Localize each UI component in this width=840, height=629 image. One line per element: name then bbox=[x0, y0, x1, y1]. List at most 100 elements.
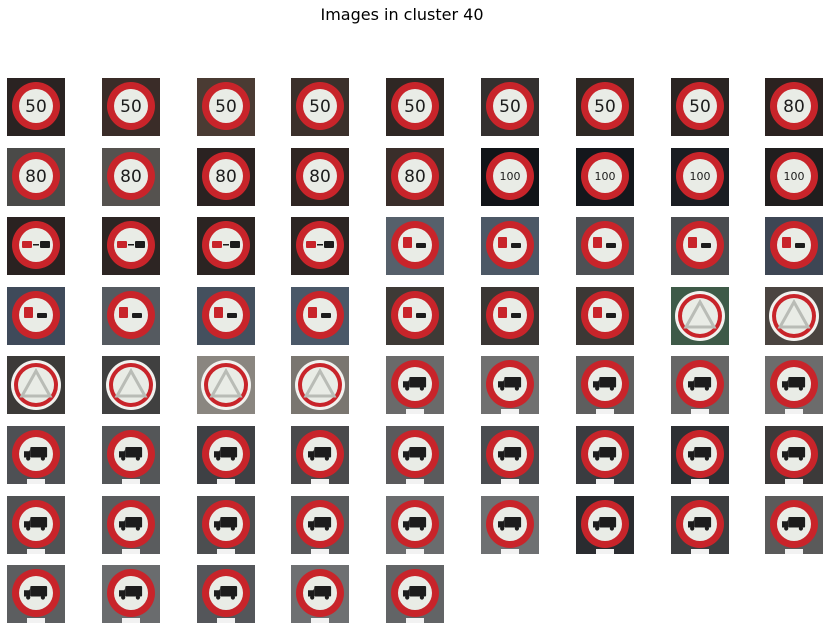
sign-number-label: 100 bbox=[784, 170, 805, 183]
sign-thumbnail: 80 bbox=[765, 78, 824, 136]
traffic-sign-icon bbox=[296, 499, 345, 554]
sign-thumbnail bbox=[575, 495, 634, 554]
traffic-sign-icon bbox=[11, 360, 61, 411]
sign-thumbnail bbox=[575, 356, 634, 415]
traffic-sign-icon bbox=[201, 290, 250, 339]
traffic-sign-icon bbox=[770, 221, 819, 270]
traffic-sign-icon bbox=[391, 290, 440, 339]
sign-number-label: 80 bbox=[310, 167, 332, 187]
figure-title: Images in cluster 40 bbox=[320, 5, 484, 24]
sign-thumbnail bbox=[670, 217, 729, 276]
sign-number-label: 50 bbox=[120, 97, 142, 117]
sign-number-label: 80 bbox=[215, 167, 237, 187]
sign-thumbnail bbox=[101, 356, 160, 415]
traffic-sign-icon: 80 bbox=[12, 151, 60, 200]
sign-thumbnail: 80 bbox=[386, 147, 445, 206]
traffic-sign-icon: 50 bbox=[391, 82, 440, 130]
traffic-sign-icon bbox=[105, 360, 156, 411]
sign-thumbnail bbox=[7, 495, 65, 554]
sign-thumbnail bbox=[575, 426, 634, 484]
sign-thumbnail bbox=[670, 286, 729, 345]
traffic-sign-icon: 80 bbox=[201, 151, 250, 200]
sign-thumbnail bbox=[481, 217, 539, 276]
sign-number-label: 50 bbox=[404, 97, 426, 117]
sign-thumbnail: 50 bbox=[670, 78, 729, 136]
sign-thumbnail: 50 bbox=[386, 78, 445, 136]
sign-thumbnail bbox=[7, 426, 65, 484]
traffic-sign-icon bbox=[486, 430, 534, 484]
sign-thumbnail: 80 bbox=[7, 147, 65, 206]
traffic-sign-icon bbox=[296, 290, 345, 339]
sign-thumbnail bbox=[670, 495, 729, 554]
sign-number-label: 50 bbox=[310, 97, 332, 117]
sign-thumbnail: 100 bbox=[575, 147, 634, 206]
traffic-sign-icon bbox=[580, 221, 629, 270]
sign-number-label: 80 bbox=[784, 97, 806, 117]
sign-thumbnail bbox=[765, 426, 824, 484]
sign-thumbnail bbox=[291, 426, 350, 484]
sign-thumbnail: 100 bbox=[670, 147, 729, 206]
sign-number-label: 50 bbox=[25, 97, 47, 117]
sign-thumbnail: 50 bbox=[481, 78, 539, 136]
traffic-sign-icon bbox=[391, 221, 440, 270]
traffic-sign-icon bbox=[769, 290, 820, 341]
traffic-sign-icon bbox=[296, 430, 345, 484]
traffic-sign-icon: 100 bbox=[580, 151, 629, 200]
traffic-sign-icon bbox=[201, 499, 250, 554]
traffic-sign-icon bbox=[12, 499, 60, 554]
sign-number-label: 100 bbox=[689, 170, 710, 183]
sign-thumbnail bbox=[670, 426, 729, 484]
sign-thumbnail bbox=[386, 356, 445, 415]
traffic-sign-icon bbox=[295, 360, 346, 411]
sign-thumbnail bbox=[291, 495, 350, 554]
sign-thumbnail bbox=[196, 565, 255, 624]
sign-thumbnail bbox=[101, 286, 160, 345]
traffic-sign-icon bbox=[391, 360, 440, 415]
traffic-sign-icon: 100 bbox=[675, 151, 724, 200]
traffic-sign-icon bbox=[675, 430, 724, 484]
sign-thumbnail bbox=[765, 356, 824, 415]
sign-thumbnail: 50 bbox=[7, 78, 65, 136]
sign-thumbnail bbox=[481, 495, 539, 554]
traffic-sign-icon bbox=[486, 290, 534, 339]
sign-thumbnail: 80 bbox=[101, 147, 160, 206]
traffic-sign-icon: 50 bbox=[580, 82, 629, 130]
sign-number-label: 50 bbox=[594, 97, 616, 117]
sign-thumbnail bbox=[291, 565, 350, 624]
sign-thumbnail: 80 bbox=[196, 147, 255, 206]
traffic-sign-icon bbox=[200, 360, 251, 411]
sign-thumbnail bbox=[481, 426, 539, 484]
traffic-sign-icon: 50 bbox=[12, 82, 60, 130]
traffic-sign-icon bbox=[106, 499, 155, 554]
traffic-sign-icon bbox=[770, 430, 819, 484]
sign-thumbnail bbox=[765, 286, 824, 345]
sign-thumbnail bbox=[196, 217, 255, 276]
traffic-sign-icon bbox=[391, 499, 440, 554]
sign-thumbnail bbox=[481, 286, 539, 345]
traffic-sign-icon bbox=[106, 290, 155, 339]
sign-thumbnail bbox=[7, 217, 65, 276]
sign-thumbnail bbox=[575, 217, 634, 276]
sign-thumbnail: 50 bbox=[575, 78, 634, 136]
sign-thumbnail bbox=[291, 286, 350, 345]
traffic-sign-icon bbox=[770, 360, 819, 415]
sign-thumbnail bbox=[765, 217, 824, 276]
sign-thumbnail bbox=[7, 565, 65, 624]
traffic-sign-icon: 80 bbox=[296, 151, 345, 200]
traffic-sign-icon bbox=[580, 430, 629, 484]
traffic-sign-icon bbox=[580, 360, 629, 415]
traffic-sign-icon bbox=[12, 569, 60, 624]
traffic-sign-icon: 80 bbox=[391, 151, 440, 200]
sign-thumbnail bbox=[765, 495, 824, 554]
sign-thumbnail: 100 bbox=[765, 147, 824, 206]
traffic-sign-icon: 100 bbox=[770, 151, 819, 200]
sign-thumbnail bbox=[101, 565, 160, 624]
sign-number-label: 100 bbox=[594, 170, 615, 183]
traffic-sign-icon: 50 bbox=[296, 82, 345, 130]
sign-number-label: 80 bbox=[25, 167, 47, 187]
traffic-sign-icon bbox=[580, 290, 629, 339]
traffic-sign-icon bbox=[770, 499, 819, 554]
traffic-sign-icon bbox=[201, 221, 250, 270]
sign-thumbnail bbox=[101, 495, 160, 554]
sign-thumbnail bbox=[101, 217, 160, 276]
